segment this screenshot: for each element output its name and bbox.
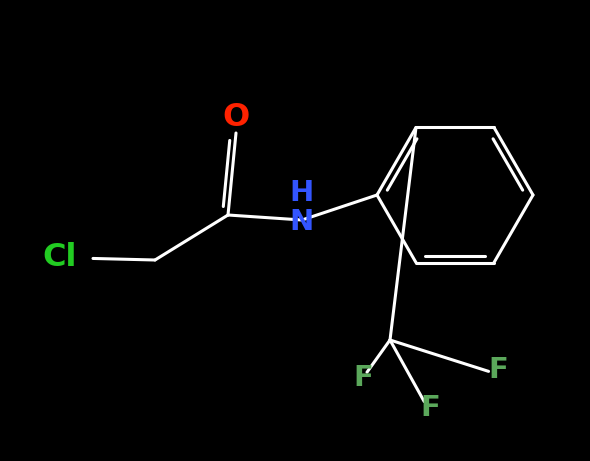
Text: F: F xyxy=(353,364,373,392)
Text: F: F xyxy=(420,394,440,422)
Text: H: H xyxy=(290,179,314,207)
Text: F: F xyxy=(488,356,508,384)
Text: O: O xyxy=(222,102,250,134)
Text: Cl: Cl xyxy=(42,242,77,272)
Text: N: N xyxy=(290,208,314,236)
